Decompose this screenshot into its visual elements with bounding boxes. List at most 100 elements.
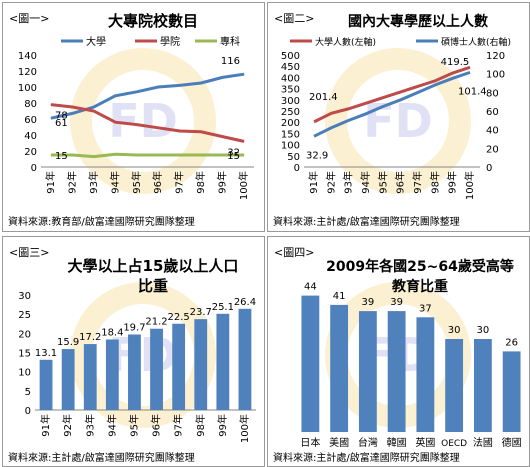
chart-2-y2-tick-label: 40: [486, 126, 499, 137]
chart-4-x-tick-label: 美國: [329, 436, 349, 449]
chart-4-title-line2: 教育比重: [392, 278, 448, 295]
chart-panel-3: FD <圖三> 大學以上占15歲以上人口 比重 0 5 10 15 20 25 30 13.1 15.9…: [2, 236, 265, 467]
chart-3-bar: [150, 328, 163, 410]
chart-1-data-point: [114, 95, 116, 97]
chart-1-data-point: [136, 154, 138, 156]
chart-1-data-point: [93, 106, 95, 108]
chart-1-svg: FD <圖一> 大專院校數目 0 20 40 60 80 100 120 140 大學 學院 專科 6178…: [8, 12, 254, 228]
chart-1-legend-label: 專科: [220, 35, 240, 48]
chart-3-bar: [39, 359, 53, 410]
chart-2-y-tick-label: 350: [281, 85, 300, 96]
chart-1-y-tick-label: 20: [24, 147, 37, 158]
chart-1-data-point: [243, 154, 245, 156]
chart-4-x-tick-label: OECD: [441, 439, 467, 449]
chart-3-x-tick-label: 94年: [105, 414, 118, 437]
chart-3-bar: [172, 323, 186, 410]
chart-4-bar: [387, 311, 406, 432]
chart-1-y-tick-label: 100: [18, 83, 37, 94]
chart-1-data-label: 116: [221, 56, 240, 67]
chart-1-data-point: [93, 156, 95, 158]
chart-2-x-tick-label: 94年: [359, 171, 372, 194]
chart-3-title-line2: 比重: [138, 277, 168, 295]
chart-4-tag: <圖四>: [274, 246, 314, 259]
chart-1-data-point: [93, 110, 95, 112]
chart-1-data-point: [50, 154, 52, 156]
chart-4-x-tick-label: 英國: [415, 436, 435, 449]
chart-1-x-tick-label: 93年: [87, 171, 100, 194]
chart-1-data-point: [243, 140, 245, 142]
chart-2-y-tick-label: 300: [281, 96, 300, 107]
chart-3-bar: [61, 349, 75, 410]
chart-2-data-label: 201.4: [309, 92, 338, 103]
chart-1-data-point: [136, 91, 138, 93]
chart-1-x-tick-label: 97年: [173, 171, 186, 194]
chart-4-data-label: 39: [390, 297, 403, 308]
chart-3-data-label: 26.4: [234, 297, 256, 308]
chart-3-data-label: 22.5: [168, 312, 190, 323]
chart-3-x-tick-label: 99年: [216, 414, 229, 437]
chart-3-y-tick-label: 0: [25, 406, 31, 417]
chart-3-data-label: 18.4: [101, 327, 123, 338]
chart-1-data-point: [179, 130, 181, 132]
chart-2-legend-label: 大學人數(左軸): [315, 36, 376, 48]
chart-3-data-label: 15.9: [57, 337, 79, 348]
chart-4-data-label: 44: [304, 282, 317, 293]
chart-1-data-point: [222, 154, 224, 156]
chart-1-data-point: [114, 153, 116, 155]
chart-4-x-tick-label: 德國: [502, 436, 522, 449]
chart-2-source: 資料來源:主計處/啟富達國際研究團隊整理: [273, 215, 460, 228]
chart-1-title: 大專院校數目: [108, 12, 198, 30]
chart-1-data-point: [157, 154, 159, 156]
chart-2-x-tick-label: 95年: [376, 171, 389, 194]
chart-panel-1: FD <圖一> 大專院校數目 0 20 40 60 80 100 120 140 大學 學院 專科 61 78…: [2, 2, 265, 232]
chart-4-bar: [502, 351, 521, 432]
chart-2-x-tick-label: 98年: [428, 171, 441, 194]
chart-1-data-point: [157, 127, 159, 129]
chart-1-x-tick-label: 92年: [65, 171, 78, 194]
chart-1-data-point: [179, 154, 181, 156]
chart-3-title: 大學以上占15歲以上人口: [68, 257, 239, 275]
chart-1-tag: <圖一>: [9, 12, 49, 25]
chart-1-y-tick-label: 140: [18, 51, 37, 62]
chart-3-x-tick-label: 97年: [172, 414, 185, 437]
chart-3-source: 資料來源:主計處/啟富達國際研究團隊整理: [8, 451, 195, 464]
chart-3-x-tick-label: 93年: [83, 414, 96, 437]
chart-3-x-tick-label: 98年: [194, 414, 207, 437]
chart-2-y-tick-label: 50: [287, 152, 300, 163]
chart-3-bar: [105, 339, 119, 410]
chart-1-data-point: [200, 82, 202, 84]
chart-1-series-line: [51, 152, 244, 159]
chart-1-data-point: [200, 154, 202, 156]
chart-3-bar: [216, 313, 230, 410]
chart-2-y-tick-label: 400: [281, 73, 300, 84]
chart-3-data-label: 21.2: [145, 317, 167, 328]
chart-1-y-tick-label: 60: [24, 115, 37, 126]
chart-4-data-label: 26: [505, 337, 518, 348]
chart-4-bar: [473, 339, 492, 432]
chart-2-series-line: [313, 70, 471, 138]
chart-2-y2-tick-label: 0: [486, 163, 492, 174]
chart-3-bar: [83, 344, 97, 410]
chart-1-y-tick-label: 120: [18, 67, 37, 78]
chart-4-title: 2009年各國25~64歲受高等: [326, 258, 514, 275]
chart-4-bar: [330, 304, 349, 432]
chart-3-x-tick-label: 96年: [150, 414, 163, 437]
chart-2-data-label: 32.9: [306, 150, 328, 161]
chart-1-data-point: [222, 136, 224, 138]
chart-3-x-tick-label: 100年: [238, 414, 251, 443]
chart-4-data-label: 41: [333, 291, 346, 302]
chart-1-data-point: [50, 104, 52, 106]
chart-2-series-line: [313, 65, 471, 124]
chart-2-y2-tick-label: 80: [486, 88, 499, 99]
chart-2-y-tick-label: 150: [281, 129, 300, 140]
chart-1-data-point: [114, 121, 116, 123]
chart-2-y-tick-label: 0: [294, 163, 300, 174]
chart-2-y-tick-label: 100: [281, 141, 300, 152]
chart-2-x-tick-label: 93年: [342, 171, 355, 194]
chart-2-svg: FD<圖二> 國內大專學歷以上人數050100150200250300350400…: [273, 12, 511, 228]
chart-1-x-tick-label: 99年: [216, 171, 229, 194]
chart-1-data-point: [71, 112, 73, 114]
chart-1-source: 資料來源:教育部/啟富達國際研究團隊整理: [8, 215, 195, 228]
chart-3-y-tick-label: 5: [25, 387, 31, 398]
